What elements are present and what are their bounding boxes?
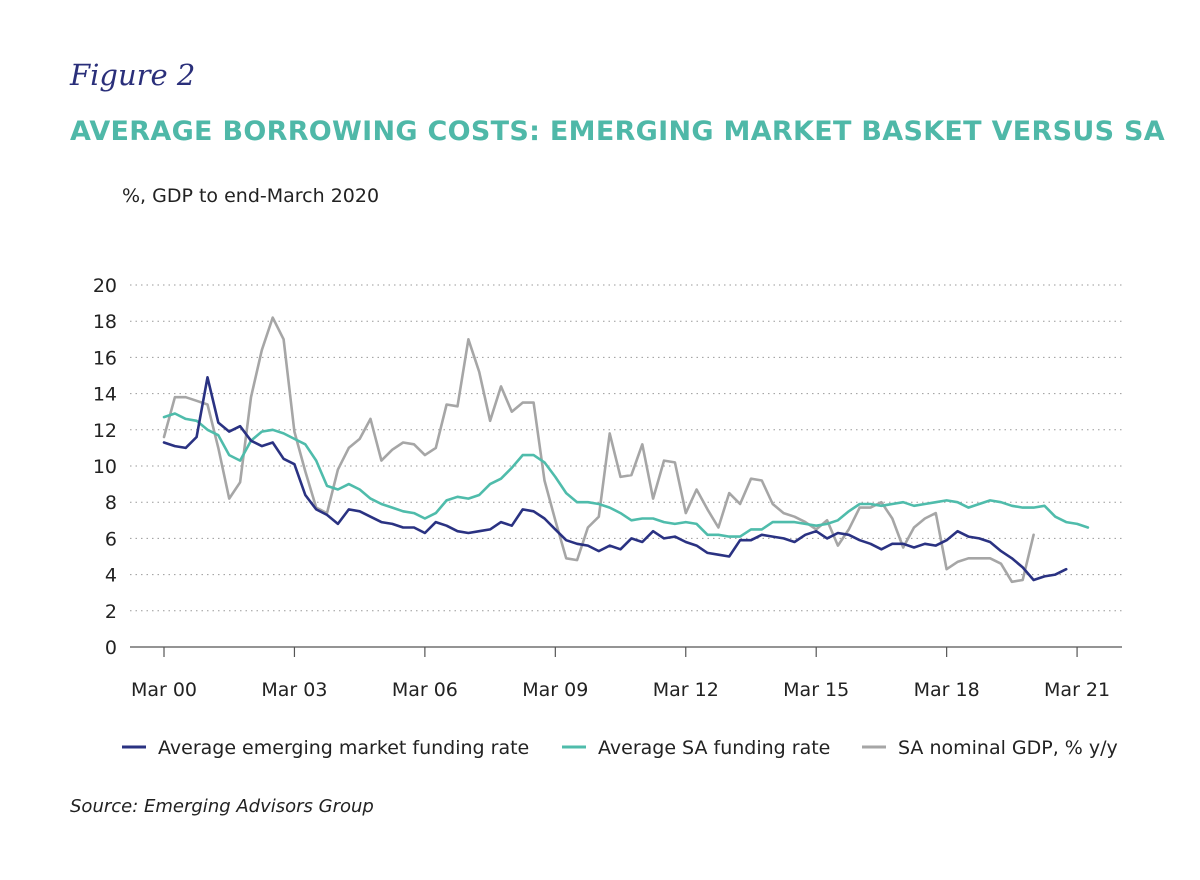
y-tick-label: 14	[93, 384, 117, 406]
x-tick-label: Mar 12	[653, 679, 719, 701]
legend-label: SA nominal GDP, % y/y	[898, 737, 1118, 759]
y-tick-label: 4	[105, 565, 117, 587]
series-line	[162, 376, 1068, 582]
x-tick-label: Mar 03	[261, 679, 327, 701]
y-tick-label: 12	[93, 420, 117, 442]
x-tick-label: Mar 06	[392, 679, 458, 701]
x-tick-label: Mar 09	[522, 679, 588, 701]
y-tick-label: 6	[105, 528, 117, 550]
y-tick-label: 10	[93, 456, 117, 478]
x-tick-label: Mar 15	[783, 679, 849, 701]
x-axis: Mar 00 Mar 03 Mar 06 Mar 09 Mar 12 Mar 15 Mar …	[130, 646, 1122, 701]
figure-label: Figure 2	[70, 58, 196, 92]
x-tick-label: Mar 00	[131, 679, 197, 701]
y-tick-label: 0	[105, 637, 117, 659]
gridlines	[130, 284, 1122, 612]
y-tick-label: 20	[93, 275, 117, 297]
legend-label: Average emerging market funding rate	[158, 737, 529, 759]
x-tick-label: Mar 18	[914, 679, 980, 701]
y-tick-label: 18	[93, 311, 117, 333]
series-line	[162, 316, 1035, 584]
y-tick-label: 16	[93, 347, 117, 369]
chart-subtitle: %, GDP to end-March 2020	[122, 185, 380, 207]
source-note: Source: Emerging Advisors Group	[70, 796, 374, 817]
x-tick-label: Mar 21	[1044, 679, 1110, 701]
series-line	[162, 412, 1090, 538]
series-lines	[162, 316, 1090, 584]
chart-title: AVERAGE BORROWING COSTS: EMERGING MARKET…	[70, 116, 1165, 147]
legend: Average emerging market funding rate Aver…	[122, 737, 1118, 759]
y-tick-label: 2	[105, 601, 117, 623]
y-tick-label: 8	[105, 492, 117, 514]
y-axis: 0 2 4 6 8 10 12 14 16 18 20	[93, 275, 117, 659]
legend-label: Average SA funding rate	[598, 737, 830, 759]
